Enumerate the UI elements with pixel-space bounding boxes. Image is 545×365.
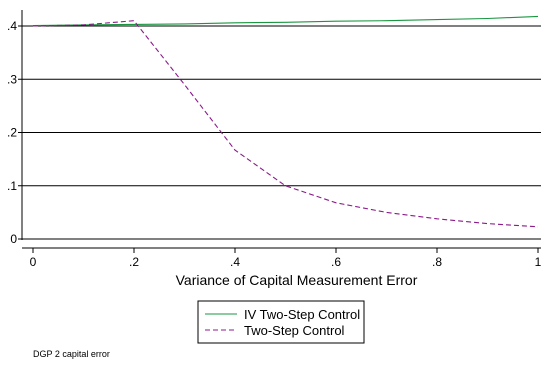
y-tick-label-1: .1 xyxy=(7,179,17,193)
axes xyxy=(18,10,541,253)
y-tick-labels: 0 .1 .2 .3 .4 xyxy=(7,19,17,246)
series-line-1 xyxy=(32,20,539,228)
y-tick-label-2: .2 xyxy=(7,126,17,140)
y-tick-label-3: .3 xyxy=(7,72,17,86)
y-tick-label-4: .4 xyxy=(7,19,17,33)
grid-lines xyxy=(22,25,541,240)
x-tick-label-3: .6 xyxy=(331,255,341,269)
x-tick-label-4: .8 xyxy=(432,255,442,269)
x-tick-label-5: 1 xyxy=(535,255,542,269)
legend-label-0: IV Two-Step Control xyxy=(244,307,360,322)
x-tick-labels: 0 .2 .4 .6 .8 1 xyxy=(30,255,542,269)
chart-note: DGP 2 capital error xyxy=(33,349,110,359)
y-tick-label-0: 0 xyxy=(10,232,17,246)
legend-box xyxy=(197,300,365,344)
legend-label-1: Two-Step Control xyxy=(244,323,345,338)
x-tick-label-0: 0 xyxy=(30,255,37,269)
series-lines xyxy=(32,15,539,228)
x-tick-label-2: .4 xyxy=(230,255,240,269)
series-line-0 xyxy=(32,15,539,27)
x-axis-title: Variance of Capital Measurement Error xyxy=(176,272,418,288)
x-tick-label-1: .2 xyxy=(129,255,139,269)
